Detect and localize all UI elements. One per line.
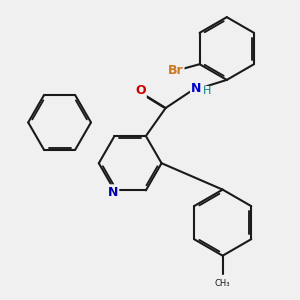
Text: Br: Br	[168, 64, 183, 77]
Text: N: N	[108, 185, 118, 199]
Text: CH₃: CH₃	[215, 279, 230, 288]
Text: N: N	[191, 82, 202, 95]
Text: O: O	[135, 84, 146, 97]
Text: H: H	[203, 86, 211, 97]
